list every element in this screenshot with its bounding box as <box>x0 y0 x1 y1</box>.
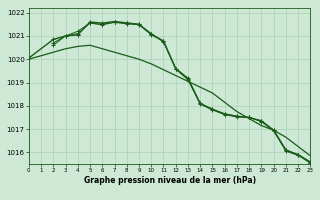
X-axis label: Graphe pression niveau de la mer (hPa): Graphe pression niveau de la mer (hPa) <box>84 176 256 185</box>
